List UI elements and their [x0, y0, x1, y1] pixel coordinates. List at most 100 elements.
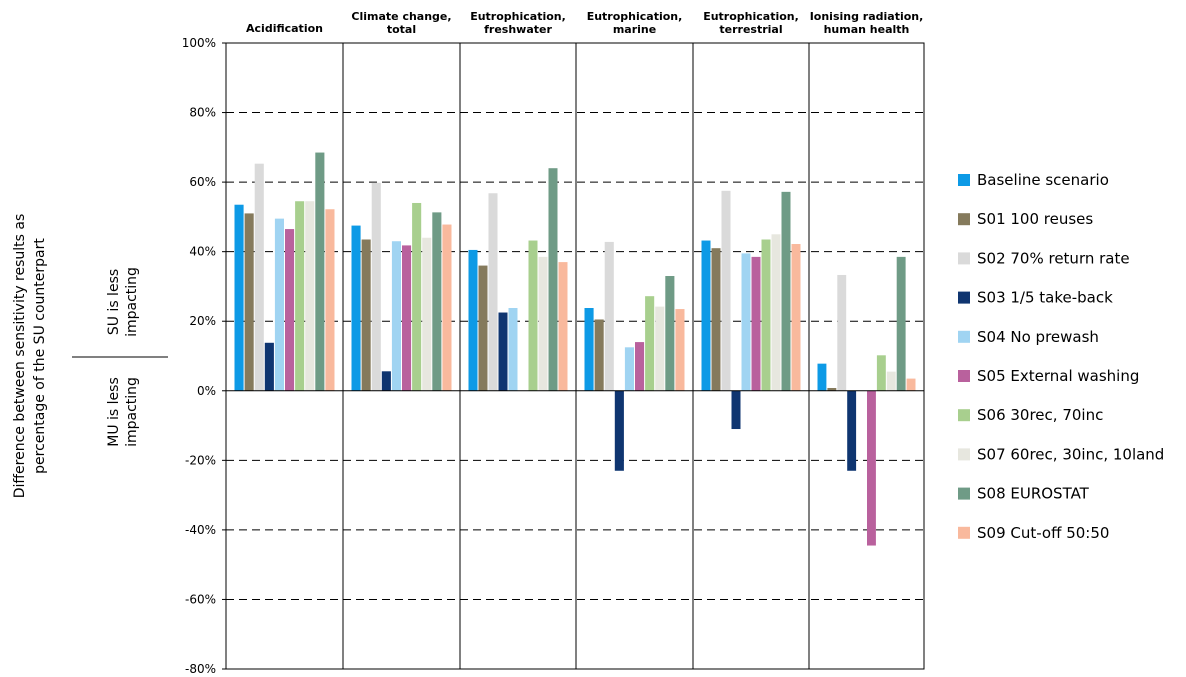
- legend-label: S01 100 reuses: [977, 210, 1093, 228]
- panel-titles: Acidification Climate change, total Eutroph…: [246, 10, 923, 36]
- bar: [614, 390, 624, 471]
- bar: [402, 245, 412, 391]
- bars: [234, 152, 916, 546]
- bar: [488, 193, 498, 391]
- impact-annotations: SU is less impacting MU is less impacting: [72, 267, 168, 447]
- panel-title: Climate change, total: [351, 10, 451, 36]
- bar: [315, 152, 325, 391]
- bar: [468, 249, 478, 391]
- legend-swatch: [958, 448, 970, 461]
- bar: [305, 201, 315, 391]
- legend: Baseline scenario S01 100 reuses S02 70% r…: [958, 171, 1164, 542]
- bar: [741, 253, 751, 391]
- legend-item: S01 100 reuses: [958, 210, 1093, 228]
- legend-swatch: [958, 291, 970, 304]
- y-tick-label: 20%: [189, 314, 216, 328]
- bar: [635, 342, 645, 391]
- y-tick-label: -20%: [185, 453, 216, 467]
- bar: [594, 319, 604, 391]
- bar: [761, 239, 771, 391]
- y-axis-title: Difference between sensitivity results a…: [12, 214, 48, 499]
- bar: [422, 237, 432, 391]
- bar: [351, 225, 361, 391]
- bar: [498, 312, 508, 391]
- legend-swatch: [958, 370, 970, 382]
- bar: [244, 213, 254, 391]
- legend-item: S07 60rec, 30inc, 10land: [958, 445, 1164, 463]
- bar: [442, 224, 452, 391]
- panel-title: Ionising radiation, human health: [810, 10, 924, 36]
- legend-swatch: [958, 487, 970, 500]
- bar: [234, 204, 244, 391]
- y-axis-ticks: -80% -60% -40% -20% 0% 20% 40% 60% 80% 100%: [182, 36, 226, 676]
- bar: [604, 241, 614, 391]
- y-tick-label: 0%: [197, 384, 216, 398]
- y-tick-label: -40%: [185, 523, 216, 537]
- legend-label: S05 External washing: [977, 367, 1139, 385]
- bar: [711, 248, 721, 391]
- legend-item: S09 Cut-off 50:50: [958, 524, 1109, 542]
- legend-label: S06 30rec, 70inc: [977, 406, 1103, 424]
- legend-swatch: [958, 213, 970, 226]
- bar: [675, 309, 685, 391]
- bar: [645, 296, 655, 391]
- bar: [274, 218, 284, 391]
- bar: [584, 308, 594, 391]
- legend-label: S03 1/5 take-back: [977, 289, 1113, 307]
- legend-item: S03 1/5 take-back: [958, 289, 1113, 307]
- bar: [264, 342, 274, 391]
- bar: [548, 168, 558, 391]
- legend-label: Baseline scenario: [977, 171, 1109, 189]
- y-axis-title: Difference between sensitivity results a…: [12, 214, 48, 499]
- bar: [781, 191, 791, 391]
- bar: [432, 212, 442, 391]
- bar: [701, 240, 711, 391]
- bar: [624, 347, 634, 391]
- plot-border: [225, 42, 925, 670]
- bar: [412, 202, 422, 391]
- legend-item: S02 70% return rate: [958, 249, 1130, 267]
- legend-item: S06 30rec, 70inc: [958, 406, 1103, 424]
- bar: [751, 256, 761, 391]
- bar: [847, 390, 857, 471]
- panel-title: Eutrophication, freshwater: [470, 10, 566, 36]
- bar: [361, 239, 371, 391]
- y-tick-label: 40%: [189, 245, 216, 259]
- su-less-impacting-label: SU is less impacting: [106, 267, 140, 337]
- legend-item: S05 External washing: [958, 367, 1139, 385]
- bar: [391, 241, 401, 391]
- bar: [655, 306, 665, 391]
- legend-item: S08 EUROSTAT: [958, 485, 1090, 503]
- panel-title: Eutrophication, marine: [587, 10, 683, 36]
- bar: [285, 229, 295, 391]
- bar: [478, 265, 488, 391]
- legend-item: S04 No prewash: [958, 328, 1099, 346]
- bar: [731, 390, 741, 430]
- bar: [867, 390, 876, 546]
- bar: [665, 276, 675, 391]
- bar: [254, 163, 264, 391]
- bar: [896, 256, 906, 391]
- bar: [827, 387, 837, 391]
- bar: [558, 262, 568, 391]
- bar: [721, 190, 731, 391]
- legend-label: S08 EUROSTAT: [977, 485, 1090, 503]
- y-tick-label: 80%: [189, 106, 216, 120]
- bar: [886, 371, 896, 391]
- bar: [325, 209, 335, 391]
- bar: [528, 240, 538, 391]
- panel-title: Acidification: [246, 22, 323, 35]
- bar: [906, 378, 916, 391]
- panel-title: Eutrophication, terrestrial: [703, 10, 799, 36]
- legend-label: S04 No prewash: [977, 328, 1099, 346]
- legend-swatch: [958, 526, 970, 539]
- bar: [508, 308, 518, 391]
- y-tick-label: -60%: [185, 592, 216, 606]
- bar: [791, 244, 801, 391]
- bar: [817, 363, 827, 391]
- bar: [538, 256, 548, 391]
- y-tick-label: -80%: [185, 662, 216, 676]
- bar: [771, 234, 781, 391]
- bar: [295, 201, 305, 391]
- y-tick-label: 100%: [182, 36, 216, 50]
